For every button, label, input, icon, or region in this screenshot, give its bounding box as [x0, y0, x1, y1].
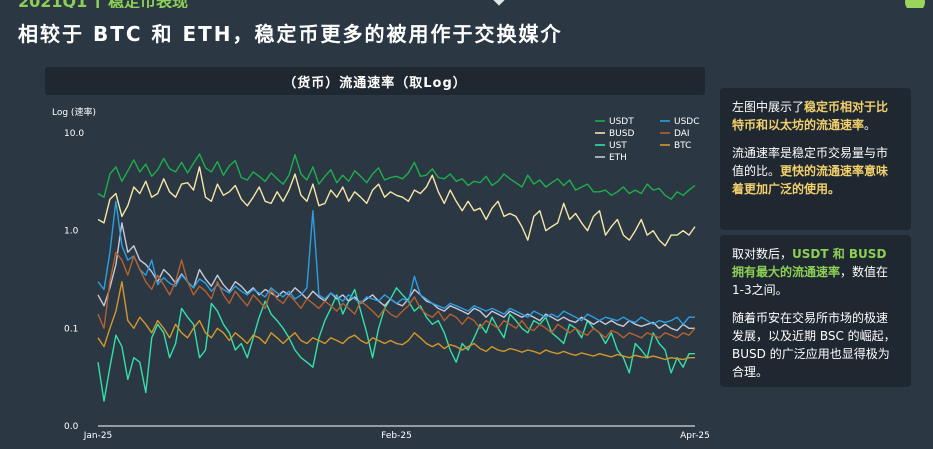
- legend-label-usdc: USDC: [674, 117, 700, 127]
- x-tick-label: Apr-25: [680, 431, 710, 441]
- top-strip-text: 2021Q1 ┃ 稳定币表现: [18, 0, 188, 8]
- card1-paragraph-2: 流通速率是稳定币交易量与市值的比。更快的流通速率意味着更加广泛的使用。: [732, 146, 889, 196]
- legend-label-dai: DAI: [674, 129, 690, 139]
- velocity-chart: Log (速率) 10.0 1.0 0.1 0.0 Jan-25 Feb-25 Apr-25 U…: [52, 106, 710, 441]
- y-tick-label: 0.1: [64, 324, 78, 334]
- card1-paragraph-1: 左图中展示了稳定币相对于比特币和以太坊的流通速率。: [732, 100, 889, 132]
- y-axis-label: Log (速率): [52, 106, 96, 118]
- y-tick-label: 0.0: [64, 422, 79, 432]
- legend-label-busd: BUSD: [609, 129, 634, 139]
- chart-title: （货币）流通速率（取Log）: [283, 75, 467, 91]
- legend-label-btc: BTC: [674, 141, 691, 151]
- series-line-busd: [97, 166, 696, 247]
- legend-label-eth: ETH: [609, 153, 627, 163]
- explanation-card-2: 取对数后，USDT 和 BUSD 拥有最大的流通速率，数值在1-3之间。 随着币…: [720, 235, 911, 387]
- explanation-card-1: 左图中展示了稳定币相对于比特币和以太坊的流通速率。 流通速率是稳定币交易量与市值…: [720, 88, 911, 230]
- y-tick-label: 10.0: [64, 129, 84, 139]
- logo-icon: [905, 0, 925, 8]
- card2-paragraph-1: 取对数后，USDT 和 BUSD 拥有最大的流通速率，数值在1-3之间。: [732, 247, 889, 297]
- y-tick-label: 1.0: [64, 227, 79, 237]
- x-tick-label: Feb-25: [381, 431, 412, 441]
- series-line-btc: [97, 280, 695, 361]
- card2-paragraph-2: 随着币安在交易所市场的极速发展，以及近期 BSC 的崛起，BUSD 的广泛应用也…: [732, 311, 896, 379]
- series-line-eth: [97, 222, 695, 332]
- diamond-icon: [493, 0, 505, 6]
- top-strip: 2021Q1 ┃ 稳定币表现: [0, 0, 933, 8]
- legend-label-ust: UST: [609, 141, 627, 151]
- legend-label-usdt: USDT: [609, 117, 634, 127]
- series-line-usdt: [97, 153, 696, 200]
- page-title: 相较于 BTC 和 ETH，稳定币更多的被用作于交换媒介: [18, 22, 563, 46]
- x-tick-label: Jan-25: [83, 431, 113, 441]
- series-line-usdc: [97, 200, 695, 326]
- series-line-ust: [97, 287, 695, 402]
- chart-title-bar: （货币）流通速率（取Log）: [45, 67, 705, 95]
- series-line-dai: [97, 251, 696, 339]
